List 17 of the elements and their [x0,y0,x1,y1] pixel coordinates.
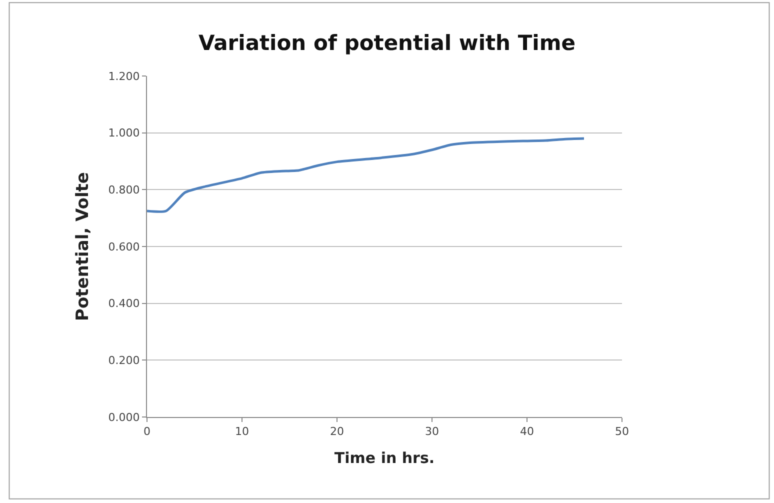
y-axis-title: Potential, Volte [72,172,93,321]
x-tick-label: 50 [615,425,629,438]
x-axis-title: Time in hrs. [334,449,435,468]
line-series [147,137,586,213]
x-tick-label: 0 [144,425,150,438]
x-tick-label: 10 [235,425,249,438]
chart-title: Variation of potential with Time [198,30,576,55]
y-tick-label: 0.400 [108,297,140,310]
y-tick-label: 1.000 [108,126,140,140]
y-tick-label: 0.600 [108,240,140,254]
x-tick-label: 30 [425,425,439,438]
y-tick-label: 1.200 [108,70,140,83]
y-tick-label: 0.000 [108,410,140,424]
x-tick-label: 20 [330,425,344,438]
y-tick-label: 0.200 [108,354,140,368]
x-tick-label: 40 [520,425,534,438]
y-tick-label: 0.800 [108,184,140,197]
